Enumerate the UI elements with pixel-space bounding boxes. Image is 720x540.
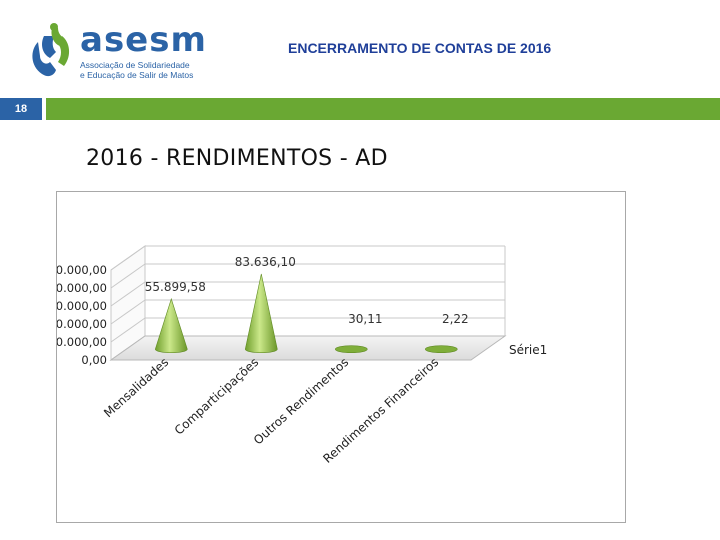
slide-title: 2016 - RENDIMENTOS - AD bbox=[86, 146, 388, 171]
cone-bar bbox=[334, 345, 368, 353]
chart-back-wall bbox=[145, 246, 505, 336]
gridline-side bbox=[110, 263, 146, 289]
cone-bar bbox=[244, 273, 278, 353]
asesm-logo: asesm Associação de Solidariedade e Educ… bbox=[24, 22, 206, 82]
gridline-side bbox=[110, 299, 146, 325]
logo-subtitle-line2: e Educação de Salir de Matos bbox=[80, 70, 194, 80]
data-label: 30,11 bbox=[348, 312, 382, 326]
hands-logo-icon bbox=[32, 23, 70, 77]
gridline-side bbox=[110, 317, 146, 343]
header-divider-bar bbox=[46, 98, 720, 120]
cone-bar bbox=[424, 345, 458, 353]
chart-frame: 0,00 20.000,00 40.000,00 60.000,00 80.000,00… bbox=[56, 191, 626, 523]
logo-name: asesm bbox=[80, 20, 207, 60]
y-tick-label: 80.000,00 bbox=[57, 281, 107, 295]
logo-subtitle-line1: Associação de Solidariedade bbox=[80, 60, 190, 70]
x-tick-label: Mensalidades bbox=[101, 355, 171, 420]
chart-floor bbox=[109, 335, 507, 361]
y-tick-label: 100.000,00 bbox=[57, 263, 107, 277]
x-tick-label: Outros Rendimentos bbox=[251, 355, 351, 447]
gridline-side bbox=[110, 281, 146, 307]
gridline-side bbox=[110, 245, 146, 271]
y-tick-label: 60.000,00 bbox=[57, 299, 107, 313]
page-number: 18 bbox=[0, 98, 42, 120]
header-title: ENCERRAMENTO DE CONTAS DE 2016 bbox=[288, 40, 552, 56]
data-label: 55.899,58 bbox=[145, 280, 206, 294]
legend-entry: Série1 bbox=[509, 343, 547, 357]
y-tick-label: 0,00 bbox=[81, 353, 107, 367]
y-tick-label: 40.000,00 bbox=[57, 317, 107, 331]
x-tick-label: Comparticipações bbox=[172, 355, 262, 438]
data-label: 2,22 bbox=[442, 312, 469, 326]
data-label: 83.636,10 bbox=[235, 255, 296, 269]
cone-bar bbox=[154, 297, 188, 353]
y-tick-label: 20.000,00 bbox=[57, 335, 107, 349]
revenue-cone-chart: 0,00 20.000,00 40.000,00 60.000,00 80.000,00… bbox=[57, 245, 547, 466]
